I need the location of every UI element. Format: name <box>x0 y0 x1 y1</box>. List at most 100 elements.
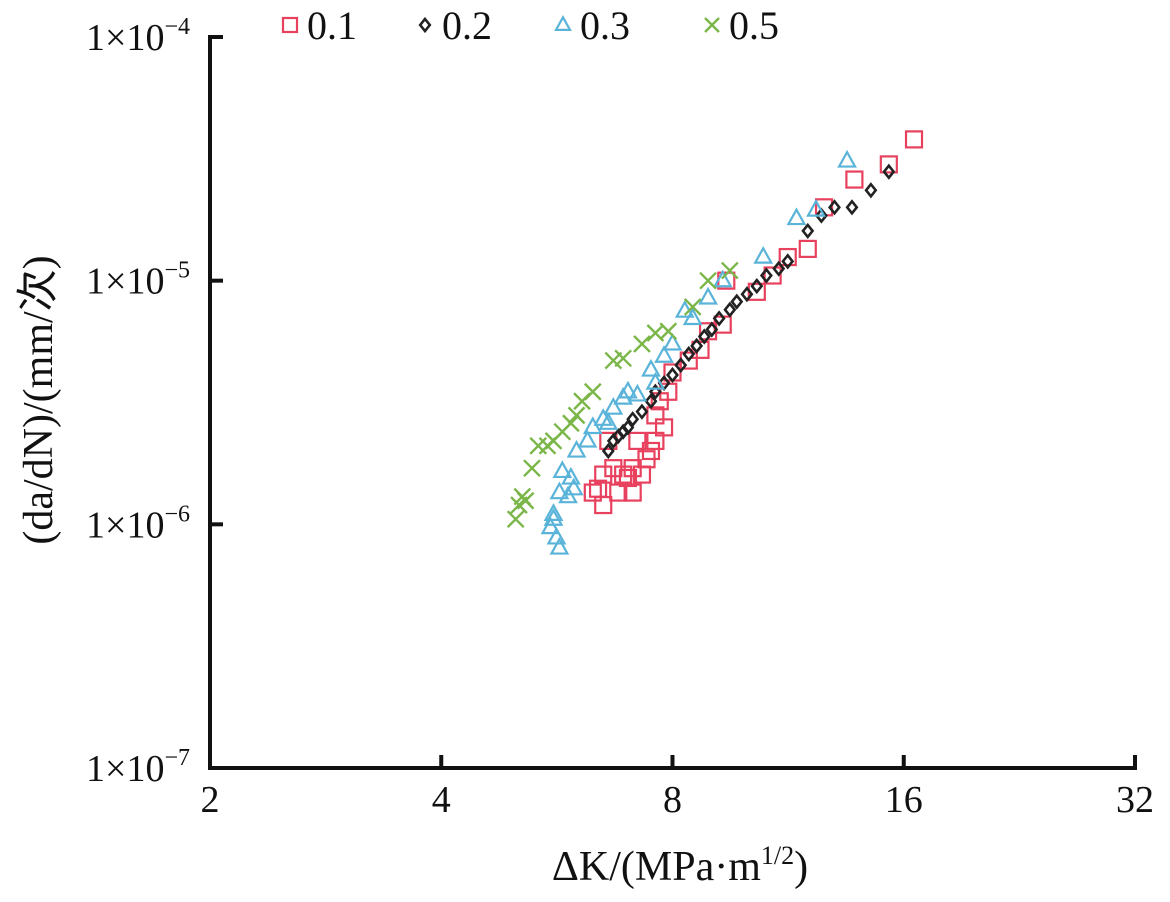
data-point <box>698 286 718 305</box>
series-0.2 <box>601 163 896 460</box>
data-point <box>540 516 561 535</box>
y-tick-label: 1×10−7 <box>86 745 190 790</box>
data-point <box>618 468 638 488</box>
data-point <box>683 298 702 316</box>
x-tick-label: 4 <box>432 779 451 821</box>
data-point <box>552 460 573 479</box>
data-point <box>759 267 773 284</box>
data-point <box>882 163 896 180</box>
axes: 1×10−4 1×10−5 1×10−6 1×10−7 2 4 8 16 32 <box>86 14 1154 821</box>
legend-label: 0.3 <box>580 3 630 48</box>
data-point <box>690 337 704 354</box>
series-0.1 <box>583 130 924 515</box>
data-point <box>543 508 564 526</box>
legend-item-0.5: 0.5 <box>704 3 779 48</box>
data-point <box>781 253 795 270</box>
data-point <box>712 269 733 288</box>
data-point <box>806 198 826 217</box>
series-0.3 <box>540 149 857 555</box>
data-point <box>645 371 666 390</box>
legend-marker-diamond-icon <box>418 16 432 34</box>
data-point <box>546 526 567 545</box>
data-point <box>604 351 623 370</box>
data-point <box>641 358 661 377</box>
data-point <box>723 301 737 318</box>
data-point <box>699 271 717 290</box>
data-point <box>567 406 586 425</box>
data-point <box>654 345 674 363</box>
data-point <box>614 465 633 484</box>
data-point <box>646 324 665 342</box>
data-point <box>801 222 815 240</box>
data-point <box>772 260 786 277</box>
data-point <box>594 465 613 484</box>
data-point <box>730 293 744 310</box>
data-point <box>523 459 541 478</box>
series-0.5 <box>506 261 739 529</box>
data-point <box>543 503 564 521</box>
data-point <box>682 345 696 363</box>
data-point <box>750 278 764 295</box>
legend-marker-triangle-icon <box>554 15 572 31</box>
y-tick-label: 1×10−5 <box>86 258 190 303</box>
data-point <box>845 170 864 189</box>
y-axis-label: (da/dN)/(mm/次) <box>16 255 62 544</box>
legend-item-0.1: 0.1 <box>281 3 357 48</box>
data-point <box>613 386 634 405</box>
data-point <box>837 149 857 168</box>
data-point <box>697 328 711 345</box>
data-point <box>609 483 628 502</box>
data-point <box>864 182 878 199</box>
data-point <box>516 491 535 510</box>
data-point <box>582 416 603 435</box>
data-point <box>674 357 688 374</box>
data-point <box>712 310 726 327</box>
data-point <box>632 465 652 484</box>
data-point <box>583 483 602 502</box>
x-tick-label: 32 <box>1116 779 1154 821</box>
data-point <box>506 510 525 529</box>
data-point <box>666 366 679 384</box>
legend-item-0.3: 0.3 <box>554 3 630 48</box>
legend-marker-square-icon <box>281 16 299 34</box>
data-point <box>644 393 658 410</box>
data-point <box>635 403 649 420</box>
data-point <box>691 340 710 359</box>
data-point <box>720 261 739 280</box>
data-point <box>566 439 587 458</box>
data-point <box>623 459 642 478</box>
data-point <box>538 436 557 455</box>
data-point <box>549 481 570 500</box>
data-point <box>563 477 584 496</box>
legend-label: 0.5 <box>729 3 779 48</box>
data-point <box>598 412 619 430</box>
legend: 0.1 0.2 0.3 0.5 <box>281 3 779 48</box>
data-point <box>828 199 841 216</box>
data-point <box>577 429 598 448</box>
data-point <box>529 436 548 455</box>
data-point <box>778 247 797 267</box>
x-axis-label: ΔK/(MPa·m1/2) <box>552 841 808 890</box>
data-point <box>740 286 754 303</box>
data-point <box>633 335 651 353</box>
data-point <box>549 536 570 555</box>
data-point <box>628 431 647 450</box>
data-point <box>705 321 719 338</box>
data-point <box>798 239 817 259</box>
data-marks <box>506 130 924 555</box>
data-point <box>646 431 665 450</box>
data-point <box>573 392 591 411</box>
data-point <box>623 483 642 502</box>
data-point <box>814 207 828 224</box>
data-point <box>786 207 807 226</box>
data-point <box>879 155 898 174</box>
data-point <box>594 495 613 515</box>
data-point <box>558 485 578 504</box>
legend-item-0.2: 0.2 <box>418 3 492 48</box>
data-point <box>604 459 623 478</box>
data-point <box>845 199 859 216</box>
data-point <box>662 332 683 351</box>
data-point <box>601 442 615 460</box>
data-point <box>648 383 662 400</box>
